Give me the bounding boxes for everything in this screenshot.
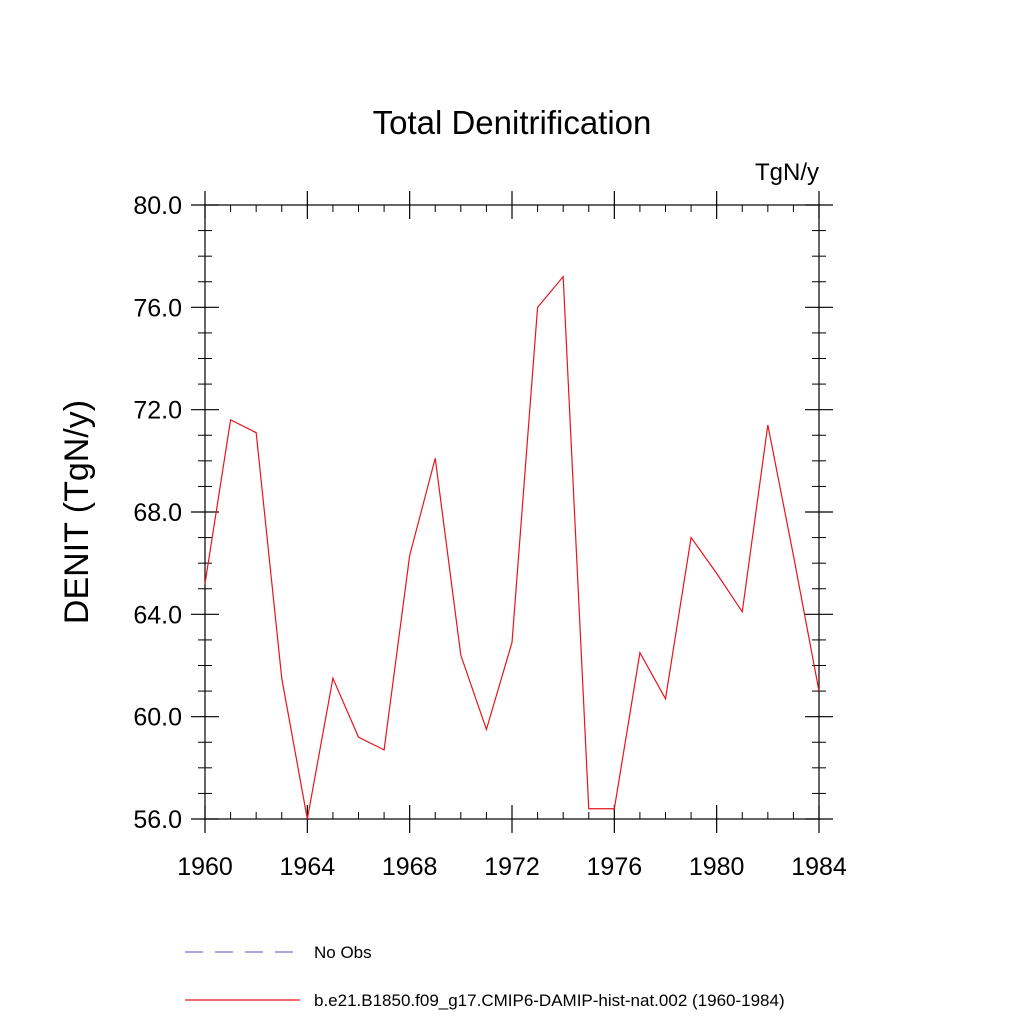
series-layer xyxy=(204,275,820,820)
x-tick-label-1964: 1964 xyxy=(280,853,336,881)
axis-ticks xyxy=(191,191,833,833)
y-axis-title: DENIT (TgN/y) xyxy=(58,400,96,624)
legend: No Obs b.e21.B1850.f09_g17.CMIP6-DAMIP-hi… xyxy=(185,943,785,1010)
legend-label-0: No Obs xyxy=(314,943,372,962)
y-tick-label-80: 80.0 xyxy=(133,192,182,220)
x-tick-label-1972: 1972 xyxy=(484,853,540,881)
y-tick-label-56: 56.0 xyxy=(133,806,182,834)
y-tick-label-64: 64.0 xyxy=(133,601,182,629)
series-line-1 xyxy=(204,275,820,820)
x-tick-label-1976: 1976 xyxy=(587,853,643,881)
y-tick-label-68: 68.0 xyxy=(133,499,182,527)
units-label: TgN/y xyxy=(755,159,819,186)
y-tick-label-76: 76.0 xyxy=(133,294,182,322)
x-tick-label-1984: 1984 xyxy=(791,853,847,881)
legend-label-1: b.e21.B1850.f09_g17.CMIP6-DAMIP-hist-nat… xyxy=(314,991,785,1010)
x-tick-label-1968: 1968 xyxy=(382,853,438,881)
x-tick-label-1960: 1960 xyxy=(177,853,233,881)
x-tick-label-1980: 1980 xyxy=(689,853,745,881)
axis-tick-labels: 1960 1964 1968 1972 1976 1980 1984 56.0 60.0 64.0… xyxy=(133,192,847,881)
y-tick-label-72: 72.0 xyxy=(133,397,182,425)
chart-title: Total Denitrification xyxy=(373,104,652,141)
y-tick-label-60: 60.0 xyxy=(133,704,182,732)
